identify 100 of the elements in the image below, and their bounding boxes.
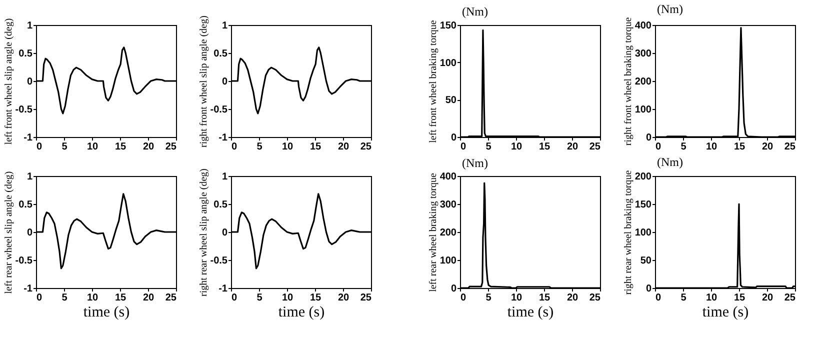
y-axis-title: left rear wheel braking torque	[428, 172, 439, 292]
y-axis-title: right rear wheel braking torque	[622, 170, 634, 295]
y-axis-title: right front wheel slip angle (deg)	[198, 16, 210, 148]
y-tick-label: 0	[222, 228, 228, 238]
x-tick-label: 15	[734, 142, 746, 152]
x-tick-label: 25	[165, 142, 177, 152]
y-tick-label: 0	[222, 76, 228, 88]
x-tick-label: 15	[734, 292, 746, 304]
y-tick-label: -0.5	[15, 256, 33, 266]
x-tick-label: 15	[538, 142, 550, 152]
x-axis-title: time (s)	[278, 304, 325, 320]
y-tick-label: -1	[218, 284, 228, 294]
x-tick-label: 15	[114, 142, 126, 152]
y-tick-label: -1	[24, 132, 33, 144]
x-tick-label: 0	[232, 292, 238, 304]
x-tick-label: 0	[460, 142, 466, 152]
y-tick-label: -1	[218, 132, 228, 144]
y-tick-label: 0	[646, 132, 652, 144]
y-tick-label: -0.5	[210, 256, 228, 266]
y-tick-label: 100	[634, 228, 652, 238]
x-tick-label: 25	[589, 142, 601, 152]
x-tick-label: 0	[232, 142, 238, 152]
x-tick-label: 20	[762, 292, 774, 304]
y-axis-title: right rear wheel slip angle (deg)	[198, 168, 210, 297]
x-tick-label: 20	[142, 292, 154, 304]
y-tick-label: 300	[440, 200, 457, 210]
y-tick-label: 0	[450, 284, 457, 294]
x-tick-label: 15	[114, 292, 126, 304]
x-tick-label: 10	[510, 292, 522, 304]
x-tick-label: 25	[589, 292, 601, 304]
x-tick-label: 5	[62, 142, 68, 152]
y-tick-label: 1	[26, 172, 33, 182]
x-tick-label: 0	[460, 292, 466, 304]
x-tick-label: 10	[510, 142, 522, 152]
x-tick-label: 10	[86, 292, 98, 304]
y-tick-label: 400	[440, 172, 457, 182]
x-axis-title: time (s)	[83, 304, 130, 320]
y-tick-label: 400	[634, 20, 652, 32]
x-tick-label: 25	[360, 292, 372, 304]
y-tick-label: 0	[646, 284, 652, 294]
x-tick-label: 15	[538, 292, 550, 304]
x-tick-label: 0	[36, 292, 42, 304]
y-tick-label: 150	[440, 20, 457, 32]
y-tick-label: 0.5	[214, 48, 228, 60]
x-tick-label: 25	[784, 142, 796, 152]
x-tick-label: 0	[656, 142, 662, 152]
x-tick-label: 20	[566, 142, 578, 152]
y-tick-label: 1	[222, 20, 228, 32]
y-tick-label: 1	[26, 20, 33, 32]
x-tick-label: 5	[62, 292, 68, 304]
y-tick-label: -0.5	[210, 104, 228, 116]
x-tick-label: 10	[86, 142, 98, 152]
y-axis-title: right front wheel braking torque	[622, 16, 634, 146]
x-tick-label: 20	[338, 292, 350, 304]
x-tick-label: 15	[310, 142, 322, 152]
y-tick-label: 0	[26, 76, 33, 88]
y-tick-label: 100	[440, 256, 457, 266]
y-tick-label: 0	[26, 228, 33, 238]
x-tick-label: 10	[282, 292, 294, 304]
y-tick-label: 100	[440, 58, 457, 69]
y-axis-title: left front wheel braking torque	[428, 20, 439, 143]
y-tick-label: 0.5	[18, 48, 33, 60]
x-tick-label: 25	[165, 292, 177, 304]
y-tick-label: 100	[634, 104, 652, 116]
x-tick-label: 10	[706, 142, 718, 152]
x-tick-label: 5	[486, 292, 492, 304]
y-tick-label: 0	[450, 132, 457, 144]
x-tick-label: 25	[360, 142, 372, 152]
text: (Nm)	[657, 2, 683, 16]
x-tick-label: 15	[310, 292, 322, 304]
y-tick-label: -1	[24, 284, 33, 294]
y-tick-label: 150	[634, 200, 652, 210]
x-axis-title: time (s)	[702, 304, 749, 320]
x-tick-label: 25	[784, 292, 796, 304]
x-tick-label: 10	[282, 142, 294, 152]
text: (Nm)	[657, 154, 683, 169]
text: (Nm)	[462, 4, 488, 19]
x-tick-label: 10	[706, 292, 718, 304]
y-tick-label: 50	[445, 95, 457, 106]
x-tick-label: 0	[656, 292, 662, 304]
y-tick-label: 200	[634, 172, 652, 182]
y-tick-label: 1	[222, 172, 228, 182]
x-tick-label: 5	[680, 142, 687, 152]
x-tick-label: 20	[338, 142, 350, 152]
x-tick-label: 0	[36, 142, 42, 152]
y-axis-title: left rear wheel slip angle (deg)	[3, 171, 14, 294]
y-tick-label: 50	[640, 256, 652, 266]
x-tick-label: 5	[256, 142, 263, 152]
x-tick-label: 5	[256, 292, 263, 304]
y-tick-label: 300	[634, 48, 652, 60]
x-tick-label: 20	[762, 142, 774, 152]
x-axis-title: time (s)	[507, 304, 554, 320]
x-tick-label: 5	[680, 292, 687, 304]
y-tick-label: 200	[634, 76, 652, 88]
y-tick-label: 200	[440, 228, 457, 238]
y-tick-label: -0.5	[15, 104, 33, 116]
y-tick-label: 0.5	[18, 200, 33, 210]
y-tick-label: 0.5	[214, 200, 228, 210]
text: (Nm)	[462, 156, 488, 170]
y-axis-title: left front wheel slip angle (deg)	[3, 18, 14, 145]
